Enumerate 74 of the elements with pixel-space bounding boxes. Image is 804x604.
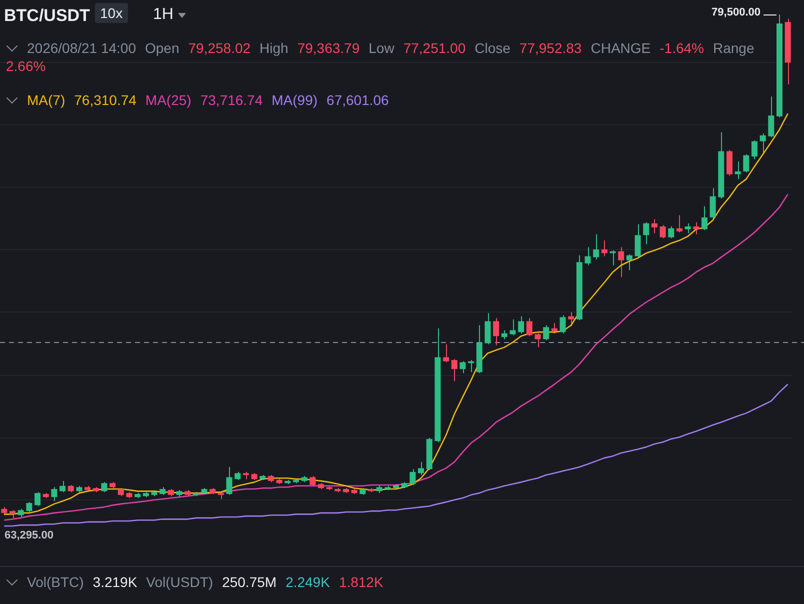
candlestick [526,318,532,337]
candlestick [593,234,600,260]
candlestick [534,332,541,348]
candlestick [518,316,524,334]
candlestick [26,502,32,513]
candlestick [510,318,516,336]
annotation: 76,310.74 [74,92,136,108]
candlestick [418,461,424,476]
text: 63,295.00 [4,530,54,542]
candlestick [584,246,591,266]
candlestick [551,322,558,334]
candlestick [51,486,58,502]
text: 250.75M [222,574,277,590]
text: MA(25) [145,92,192,108]
annotation: CHANGE [590,40,651,56]
annotation: Open [145,40,180,56]
candlestick [443,344,450,363]
candlestick [626,254,632,271]
candlestick [751,140,758,160]
annotation: 79,500.00 [712,6,760,19]
candlestick [501,330,508,340]
annotation: 77,251.00 [403,40,466,56]
candlestick [484,312,491,345]
text: MA(99) [272,92,318,108]
candlestick [101,482,108,493]
candlestick [460,360,466,374]
annotation: High [260,40,288,56]
candlestick [601,240,608,257]
candlestick [734,160,741,180]
annotation: 2026/08/21 14:00 [27,40,136,56]
candlestick [701,206,708,231]
text: MA(7) [27,92,66,108]
annotation: 79,363.79 [297,40,360,56]
candlestick [60,480,66,493]
candlestick [410,468,416,486]
annotation: 73,716.74 [200,92,263,108]
annotation: 67,601.06 [326,92,389,108]
text: 3.219K [92,574,138,590]
annotation: -1.64% [660,40,704,56]
text: 2.249K [286,574,330,590]
candlestick [634,224,641,258]
candlestick [676,214,682,233]
candlestick [760,133,766,153]
annotation: 79,258.02 [188,40,251,56]
candlestick [451,358,458,382]
candlestick [684,222,691,234]
text: 1.812K [338,574,384,590]
chart-title: BTC/USDT [4,6,90,26]
candlestick [226,466,232,496]
candlestick [726,150,732,176]
candlestick [310,475,316,486]
text: Vol(USDT) [146,574,214,590]
text: Vol(BTC) [27,574,84,590]
annotation: 1H [153,6,174,24]
candlestick [743,154,750,173]
annotation: Low [368,40,394,56]
candlestick [568,312,574,327]
candlestick [693,222,700,235]
annotation: Close [474,40,510,56]
candlestick [651,218,658,234]
candlestick [34,492,41,507]
candlestick [493,318,500,346]
candlestick [710,188,716,219]
candlestick [668,226,674,239]
candlestick [660,224,666,239]
candlestick [560,314,566,334]
annotation: 77,952.83 [519,40,582,56]
candlestick [618,246,624,278]
annotation: 10x [95,3,128,23]
candlestick [643,222,650,245]
candlestick [543,324,550,341]
candlestick [768,96,774,138]
annotation: Range [712,40,754,56]
annotation: 2.66% [6,58,46,74]
